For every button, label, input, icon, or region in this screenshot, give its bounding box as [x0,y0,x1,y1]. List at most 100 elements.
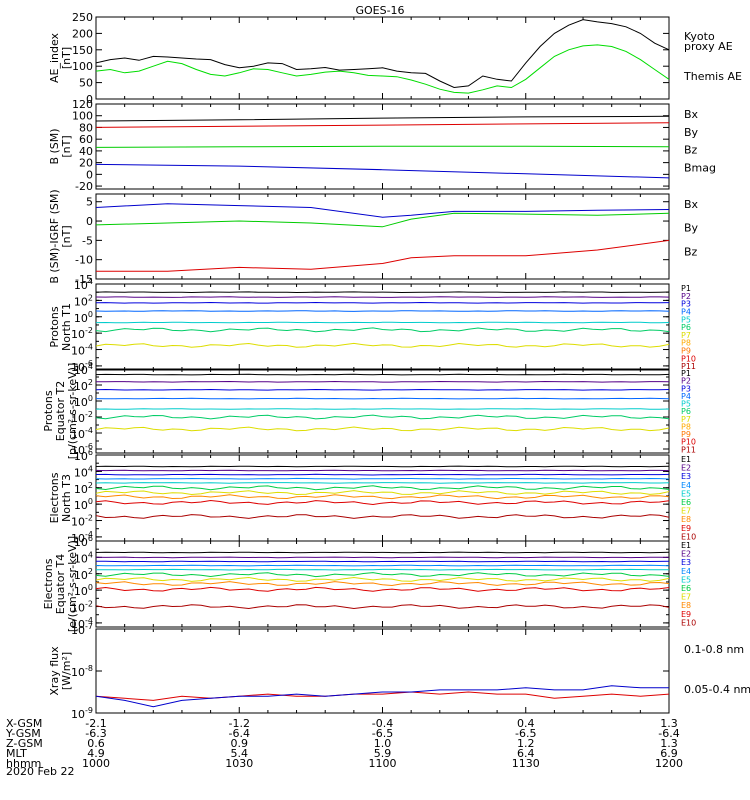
x-axis-value: 1.3 [660,717,678,730]
series-line-p4 [96,397,669,400]
legend-e1: E1 [681,541,691,550]
y-tick-label: 40 [79,145,93,158]
series-line-e8 [96,494,669,500]
series-line-e9 [96,586,669,592]
x-axis-value: 0.4 [517,717,535,730]
y-tick-label: 102 [74,293,93,308]
y-tick-label: 50 [79,77,93,90]
series-line-themis-ae [96,19,669,89]
legend-e9: E9 [681,524,691,533]
x-axis-value: -2.1 [85,717,106,730]
x-axis-value: 1.0 [374,737,392,750]
y-tick-label: 10-2 [71,514,93,529]
series-group [96,19,669,94]
series-line-p5 [96,321,669,324]
series-line-e10 [96,604,669,610]
series-group [96,685,669,708]
legend-p3: P3 [681,300,691,309]
legend-p2: P2 [681,377,691,386]
y-tick-label: 60 [79,133,93,146]
legend-bz: Bz [684,144,698,157]
legend-0-1-0-8-nm: 0.1-0.8 nm [684,643,744,656]
series-line-by [96,212,669,228]
y-tick-label: 100 [74,310,93,325]
x-axis-value: 0.6 [87,737,105,750]
series-line-e3 [96,560,669,563]
x-axis-row-label: hhmm [6,757,41,770]
panel-frame [95,193,670,280]
y-tick-label: 150 [72,44,93,57]
x-axis-value: -1.2 [229,717,250,730]
y-tick-label: -5 [82,234,93,247]
legend-p11: P11 [681,445,696,454]
series-line-p2 [96,296,669,298]
series-line-e7 [96,576,669,582]
x-axis-value: -6.4 [658,727,679,740]
legend-p6: P6 [681,407,691,416]
y-tick-label: 0 [86,93,93,106]
legend-bx: Bx [684,198,699,211]
x-axis-value: -6.5 [372,727,393,740]
y-tick-label: -15 [75,273,93,286]
y-axis-label: ProtonsNorth T1 [48,303,73,351]
series-line-bx [96,163,669,179]
y-tick-label: 80 [79,121,93,134]
legend-p1: P1 [681,284,691,293]
series-line-e10 [96,514,669,519]
y-tick-label: 0 [86,215,93,228]
x-axis-value: -6.3 [85,727,106,740]
series-line-0-1-0-8-nm [96,691,669,701]
legend-e6: E6 [681,584,691,593]
legend-p4: P4 [681,392,691,401]
series-group [96,465,669,519]
x-axis-row-label: Z-GSM [6,737,43,750]
series-line-e3 [96,473,669,476]
y-axis-label: B (SM)-IGRF (SM)[nT] [48,189,73,283]
x-axis-row-label: X-GSM [6,717,42,730]
series-line-p1 [96,373,669,376]
legend-e3: E3 [681,558,691,567]
y-axis-label: ElectronsEquator T4[e/(cm²-s-sr-keV)] [42,536,79,632]
x-axis-value: 1.2 [517,737,535,750]
x-axis-value: -6.4 [229,727,250,740]
legend-e9: E9 [681,610,691,619]
y-axis-label: AE_index[nT] [48,32,73,83]
legend-proxy-ae: proxy AE [684,40,733,53]
series-line-e5 [96,568,669,571]
legend-p7: P7 [681,331,691,340]
x-axis-value: 5.4 [231,747,249,760]
series-line-p3 [96,301,669,304]
y-tick-label: 102 [74,481,93,496]
x-axis-row-label: MLT [6,747,27,760]
series-line-e4 [96,564,669,567]
y-tick-label: 106 [74,448,93,463]
series-line-e8 [96,581,669,587]
y-tick-label: -10 [75,254,93,267]
legend-p8: P8 [681,422,691,431]
x-axis-value: 6.9 [660,747,678,760]
legend-p5: P5 [681,315,691,324]
legend-p8: P8 [681,339,691,348]
series-line-p4 [96,310,669,312]
legend-e4: E4 [681,567,691,576]
y-tick-label: 100 [72,110,93,123]
chart-title: GOES-16 [355,4,404,17]
y-tick-label: 10-8 [71,664,93,679]
x-axis-value: 4.9 [87,747,105,760]
legend-e8: E8 [681,515,691,524]
series-line-kyoto-proxy-ae [96,44,669,94]
series-line-e9 [96,499,669,506]
series-line-p6 [96,414,669,420]
legend-p9: P9 [681,430,691,439]
legend-p5: P5 [681,400,691,409]
legend-e5: E5 [681,489,691,498]
legend-e6: E6 [681,498,691,507]
series-line-p3 [96,388,669,391]
legend-e2: E2 [681,464,691,473]
legend-p1: P1 [681,369,691,378]
legend-e4: E4 [681,481,691,490]
x-axis-value: 1000 [82,757,110,770]
